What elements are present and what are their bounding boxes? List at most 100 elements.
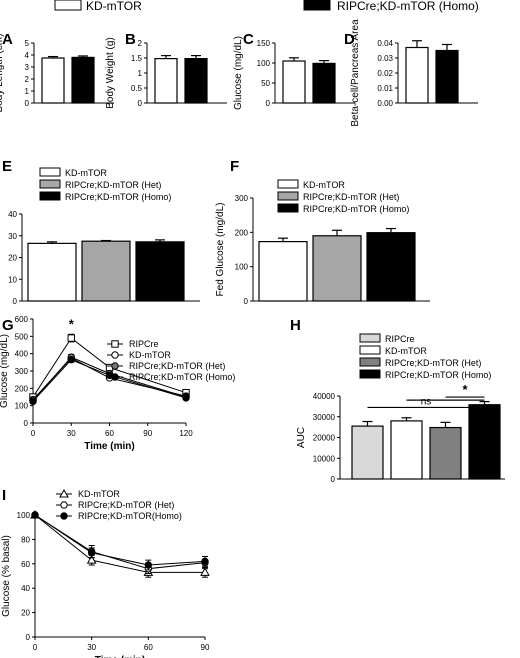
panel-label: G [2,317,14,334]
legend-label: RIPCre [385,334,415,344]
panel-d: D 0.00 0.01 0.02 0.03 0.04 Beta-cell/Pancreas … [344,19,478,127]
bar-ripcre-kd-mtor-het- [312,235,362,302]
y-tick-label: 20000 [313,434,336,443]
y-tick-label: 30000 [313,413,336,422]
bar-ripcre [351,425,384,480]
marker-circle-half [111,362,119,370]
bar-ripcre-kd-mtor-homo- [468,404,501,480]
top-legend: KD-mTOR RIPCre;KD-mTOR (Homo) [54,0,479,13]
series-line [34,514,206,570]
x-tick-label: 60 [105,429,114,438]
panel-a: A 0 1 2 3 4 5 Body Length (cm) [0,31,114,112]
marker-circle-open [111,351,119,359]
legend-swatch [277,179,299,189]
x-tick-label: 30 [87,643,96,652]
marker-circle-filled [31,511,39,519]
y-tick-label: 300 [235,194,249,203]
y-tick-label: 0.01 [377,84,393,93]
y-tick-label: 0 [13,297,18,306]
series-line [32,356,187,402]
legend-label: KD-mTOR [385,346,427,356]
y-tick-label: 3 [25,63,30,72]
marker-triangle [200,567,210,576]
bar-kd-mtor [41,57,65,104]
y-tick-label: 20 [21,609,30,618]
legend-swatch-kd-mtor [54,0,82,11]
marker-square [111,340,119,348]
legend-swatch [39,191,61,201]
y-tick-label: 100 [17,511,31,520]
panel-label: E [2,158,12,175]
y-tick-label: 60 [21,560,30,569]
y-tick-label: 0 [25,99,30,108]
legend-swatch [39,167,61,177]
series-line [32,337,187,398]
series-line [34,514,206,566]
bar-kd-mtor [154,57,178,104]
x-tick-label: 30 [67,429,76,438]
x-tick-label: 60 [144,643,153,652]
x-tick-label: 0 [33,643,38,652]
annotation: * [69,317,75,332]
x-axis-label: Time (min) [84,441,134,452]
bar-ripcre-kd-mtor-het- [429,426,462,480]
y-tick-label: 0 [266,99,271,108]
y-tick-label: 1 [25,87,30,96]
y-tick-label: 200 [15,384,29,393]
y-tick-label: 500 [15,332,29,341]
series-line [32,359,187,402]
y-tick-label: 2 [25,75,30,84]
legend-label: RIPCre;KD-mTOR (Het) [65,180,161,190]
panel-label: F [230,158,239,175]
legend-label: RIPCre;KD-mTOR (Het) [303,192,399,202]
y-tick-label: 100 [235,263,249,272]
y-tick-label: 0 [24,419,29,428]
legend-swatch [359,333,381,343]
y-axis-label: AUC [296,427,307,448]
bar-kd-mtor [27,242,77,302]
y-tick-label: 40000 [313,392,336,401]
y-axis-label: Body Length (cm) [0,34,5,113]
legend-swatch-homo [303,0,331,11]
legend-label: KD-mTOR [65,168,107,178]
legend-swatch [359,369,381,379]
x-tick-label: 0 [31,429,36,438]
y-tick-label: 30 [8,232,17,241]
x-tick-label: 90 [143,429,152,438]
x-axis-label: Time (min) [95,655,145,658]
x-tick-label: 120 [179,429,193,438]
y-tick-label: 4 [25,51,30,60]
y-tick-label: 2 [138,39,143,48]
panel-label: I [2,487,6,504]
y-axis-label: Glucose (mg/dL) [0,334,10,408]
y-axis-label: Glucose (% basal) [1,535,12,617]
significance-label: * [462,382,468,397]
bar-ripcre-kd-mtor-homo- [366,232,416,302]
y-tick-label: 600 [15,315,29,324]
panel-i: I 0 20 40 60 80 100 Glucose (% basal) 0 30 60 90 Tim… [1,487,210,658]
y-tick-label: 50 [261,79,270,88]
panel-e: E 0 10 20 30 40 Body Weight (g) KD-mTOR RIPCre;K… [0,158,200,306]
legend-label: RIPCre;KD-mTOR (Homo) [303,204,409,214]
y-axis-label: Glucose (mg/dL) [233,36,244,110]
y-tick-label: 0.5 [131,84,143,93]
marker-circle-filled [29,397,37,406]
marker-circle-filled [67,356,75,364]
legend-label: RIPCre;KD-mTOR (Homo) [385,370,491,380]
marker-circle-open [60,501,68,509]
y-tick-label: 400 [15,350,29,359]
panel-label: B [125,31,136,48]
bar-kd-mtor [282,60,306,104]
bar-kd-mtor [390,420,423,480]
marker-circle-filled [87,549,96,557]
bar-ripcre-kd-mtor-het- [81,240,131,302]
legend-label: KD-mTOR [129,350,171,360]
y-tick-label: 100 [257,59,271,68]
legend-label: RIPCre;KD-mTOR(Homo) [78,511,182,521]
panel-c: C 0 50 100 150 Glucose (mg/dL) [233,31,355,110]
y-tick-label: 0.03 [377,54,393,63]
bar-ripcre-kd-mtor-homo- [71,56,95,104]
y-tick-label: 100 [15,402,29,411]
panel-label: H [290,317,301,334]
panel-f: F 0 100 200 300 Fed Glucose (mg/dL) KD-mTOR RIP… [215,158,430,306]
